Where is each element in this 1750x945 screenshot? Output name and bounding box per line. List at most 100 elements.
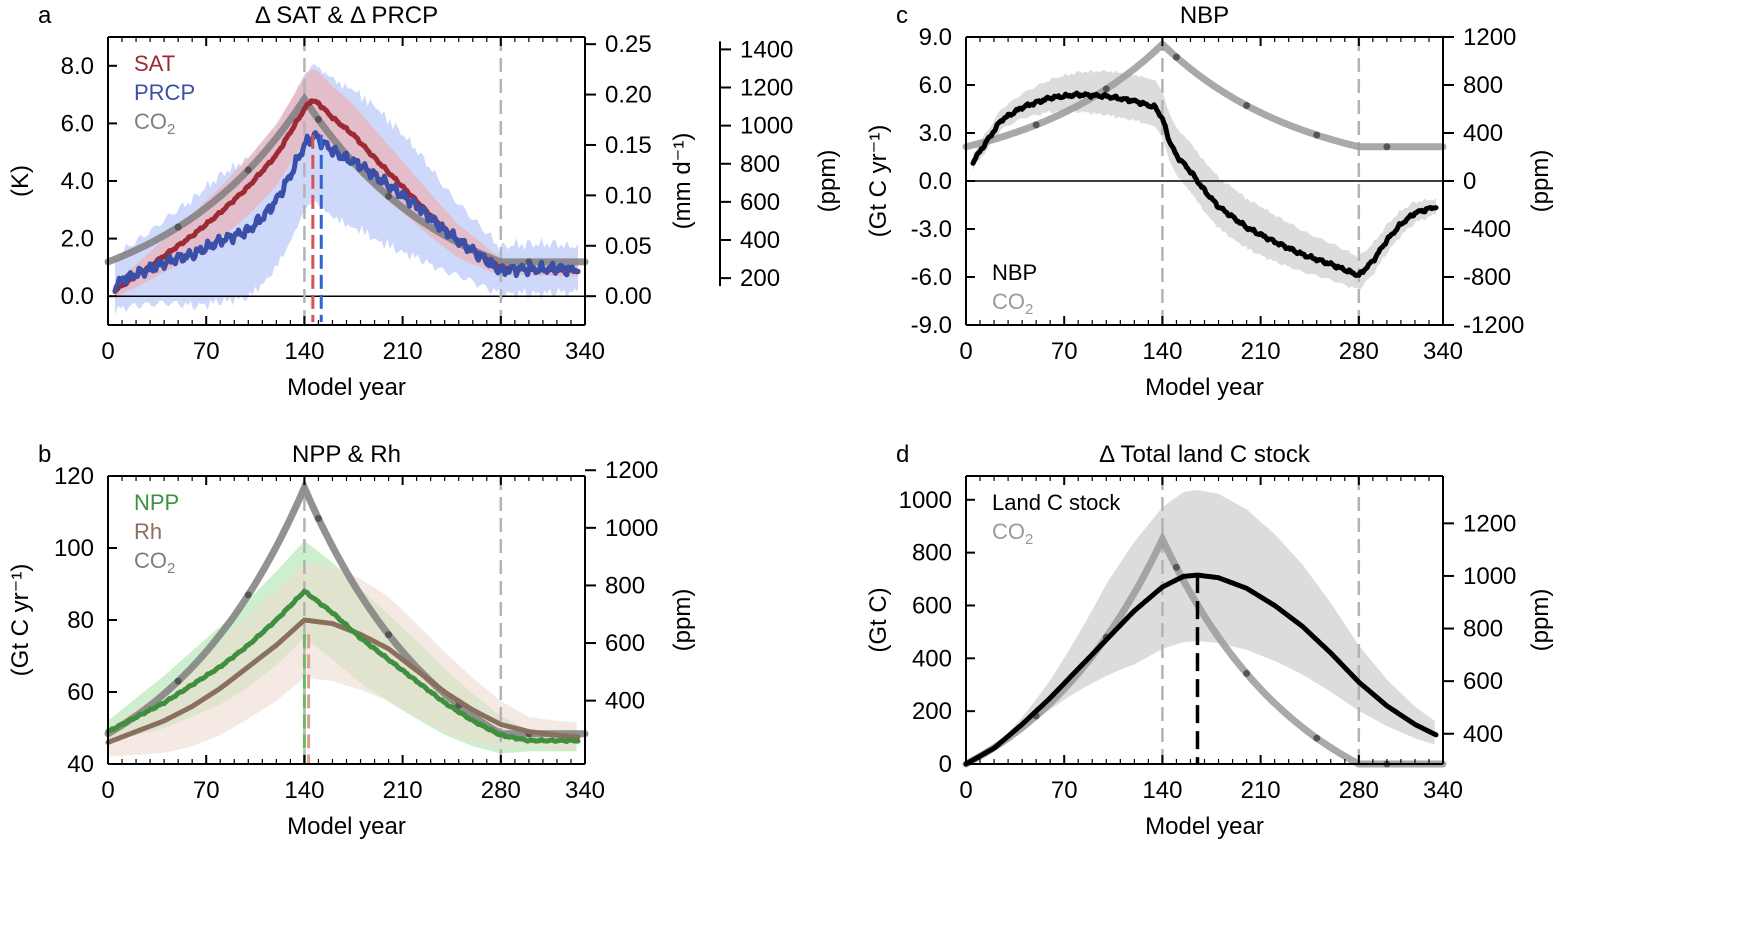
x-tick-label: 280 [1339, 338, 1379, 365]
legend-entry: SAT [134, 51, 175, 76]
y-right-tick-label: 600 [740, 189, 780, 216]
y-right-tick-label: 0.05 [605, 233, 652, 260]
y-right-tick-label: 1200 [1463, 24, 1516, 51]
y-right-tick-label: -800 [1463, 264, 1511, 291]
legend-entry: NBP [992, 260, 1037, 285]
y-tick-label: 400 [912, 645, 952, 672]
legend-entry: Rh [134, 519, 162, 544]
chart-title: NBP [1180, 2, 1229, 29]
y-right-tick-label: 800 [740, 151, 780, 178]
panel-letter: a [38, 2, 52, 29]
y-right-tick-label: 0.25 [605, 31, 652, 58]
x-tick-label: 0 [959, 338, 972, 365]
y-right-tick-label: 0 [1463, 168, 1476, 195]
co2-marker [1032, 121, 1040, 129]
x-tick-label: 210 [1241, 777, 1281, 804]
x-tick-label: 340 [1423, 338, 1463, 365]
y-right-tick-label: 400 [605, 688, 645, 715]
y-right-tick-label: 400 [740, 227, 780, 254]
co2-marker [1383, 143, 1391, 151]
x-tick-label: 210 [383, 338, 423, 365]
co2-marker [1243, 669, 1251, 677]
legend-entry: CO2 [992, 289, 1033, 318]
legend-entry: Land C stock [992, 490, 1121, 515]
x-tick-label: 340 [565, 777, 605, 804]
x-tick-label: 280 [1339, 777, 1379, 804]
co2-marker [244, 591, 252, 599]
y-axis-label: (Gt C yr⁻¹) [865, 125, 892, 238]
panel-d: d Δ Total land C stock 0 70 140 210 280 340 Mode… [865, 441, 1554, 840]
y-right-tick-label: 1200 [605, 457, 658, 484]
y-right-tick-label: 1400 [740, 36, 793, 63]
y-tick-label: 4.0 [61, 168, 94, 195]
legend-entry: CO2 [134, 109, 175, 138]
x-tick-label: 70 [193, 338, 220, 365]
y-axis-label: (K) [7, 165, 34, 197]
x-axis-label: Model year [1145, 374, 1264, 401]
x-axis-label: Model year [287, 813, 406, 840]
co2-marker [314, 514, 322, 522]
x-tick-label: 210 [1241, 338, 1281, 365]
y-tick-label: 6.0 [61, 110, 94, 137]
co2-marker [385, 192, 393, 200]
panel-a: a Δ SAT & Δ PRCP 0 70 140 210 280 340 Model year… [7, 2, 841, 401]
chart-title: Δ Total land C stock [1099, 441, 1311, 468]
y-tick-label: 6.0 [919, 72, 952, 99]
y-right-axis-label: (ppm) [1527, 150, 1554, 213]
x-tick-label: 140 [284, 338, 324, 365]
legend-entry: CO2 [134, 548, 175, 577]
y-right-tick-label: 800 [1463, 72, 1503, 99]
y-right-tick-label: 200 [740, 265, 780, 292]
y-tick-label: 0 [939, 751, 952, 778]
x-tick-label: 70 [1051, 338, 1078, 365]
y-tick-label: 40 [67, 751, 94, 778]
x-tick-label: 70 [1051, 777, 1078, 804]
chart-title: Δ SAT & Δ PRCP [255, 2, 438, 29]
y-right-tick-label: 600 [1463, 668, 1503, 695]
y-right-tick-label: 1000 [1463, 563, 1516, 590]
rh-line [105, 617, 581, 745]
chart-title: NPP & Rh [292, 441, 401, 468]
panel-letter: b [38, 441, 51, 468]
y-right-tick-label: 800 [605, 572, 645, 599]
y-tick-label: 9.0 [919, 24, 952, 51]
y-tick-label: 120 [54, 463, 94, 490]
co2-marker [174, 223, 182, 231]
panel-letter: c [896, 2, 908, 29]
y-right-tick-label: -1200 [1463, 312, 1524, 339]
y-tick-label: 0.0 [919, 168, 952, 195]
panel-c: c NBP 0 70 140 210 280 340 Model year -9.0 -6.0 -3.… [865, 2, 1554, 401]
co2-marker [1102, 85, 1110, 93]
x-tick-label: 140 [1142, 338, 1182, 365]
y-right-axis-label: (ppm) [814, 150, 841, 213]
y-tick-label: 1000 [899, 487, 952, 514]
x-tick-label: 0 [101, 777, 114, 804]
y-right-tick-label: 0.20 [605, 82, 652, 109]
y-tick-label: 100 [54, 535, 94, 562]
y-right-tick-label: 0.15 [605, 132, 652, 159]
y-axis-label: (Gt C) [865, 587, 892, 652]
y-tick-label: -9.0 [911, 312, 952, 339]
y-axis-label: (Gt C yr⁻¹) [7, 564, 34, 677]
x-tick-label: 70 [193, 777, 220, 804]
y-right-tick-label: 0.00 [605, 283, 652, 310]
co2-marker [1172, 563, 1180, 571]
y-tick-label: 200 [912, 698, 952, 725]
y-tick-label: 60 [67, 679, 94, 706]
y-right-tick-label: 800 [1463, 616, 1503, 643]
y-tick-label: 600 [912, 592, 952, 619]
co2-marker [314, 115, 322, 123]
y-tick-label: 0.0 [61, 283, 94, 310]
prcp-line [112, 130, 581, 294]
y-tick-label: 800 [912, 540, 952, 567]
y-tick-label: -3.0 [911, 216, 952, 243]
co2-marker [174, 677, 182, 685]
npp-line [105, 588, 581, 744]
x-tick-label: 340 [565, 338, 605, 365]
y-tick-label: 3.0 [919, 120, 952, 147]
x-tick-label: 140 [1142, 777, 1182, 804]
y-tick-label: -6.0 [911, 264, 952, 291]
y-tick-label: 8.0 [61, 53, 94, 80]
x-tick-label: 0 [101, 338, 114, 365]
